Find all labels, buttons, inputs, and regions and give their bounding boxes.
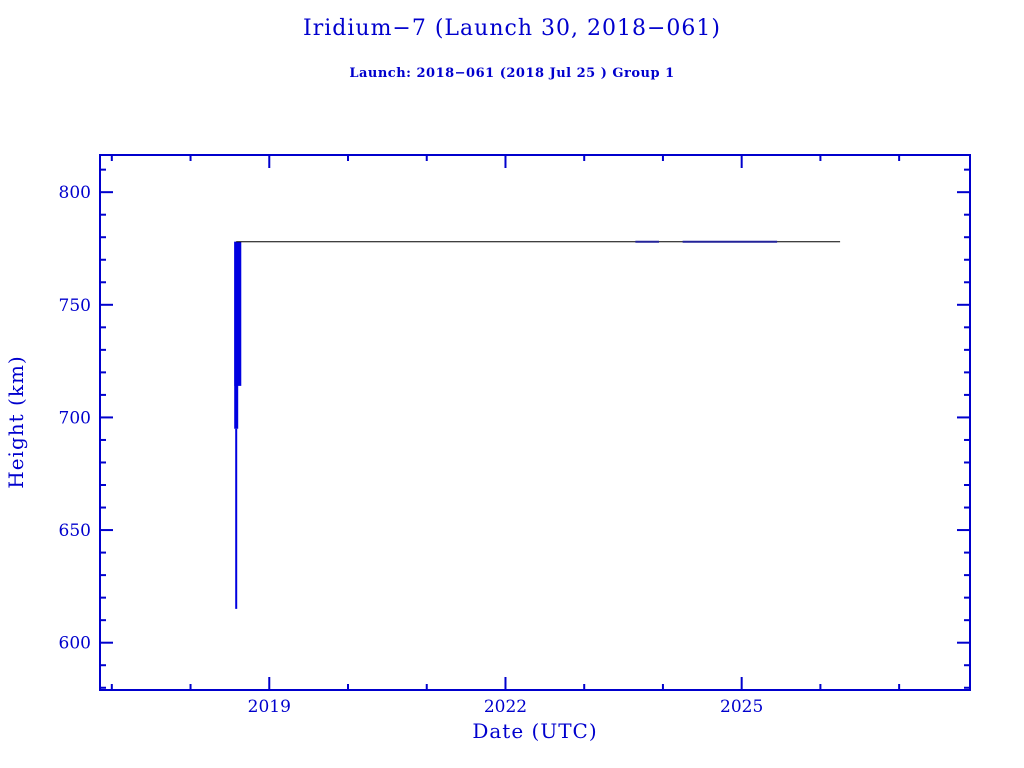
x-tick-label: 2025 bbox=[720, 697, 763, 717]
x-axis-label: Date (UTC) bbox=[472, 719, 598, 743]
chart-subtitle: Launch: 2018−061 (2018 Jul 25 ) Group 1 bbox=[349, 66, 675, 81]
x-tick-label: 2022 bbox=[484, 697, 527, 717]
x-tick-label: 2019 bbox=[248, 697, 291, 717]
y-axis-label: Height (km) bbox=[4, 355, 28, 489]
y-tick-label: 600 bbox=[59, 634, 91, 654]
plot-frame bbox=[99, 154, 971, 691]
y-tick-label: 800 bbox=[59, 183, 91, 203]
y-tick-label: 700 bbox=[59, 408, 91, 428]
y-tick-label: 750 bbox=[59, 296, 91, 316]
y-tick-label: 650 bbox=[59, 521, 91, 541]
chart-title: Iridium−7 (Launch 30, 2018−061) bbox=[303, 16, 721, 41]
